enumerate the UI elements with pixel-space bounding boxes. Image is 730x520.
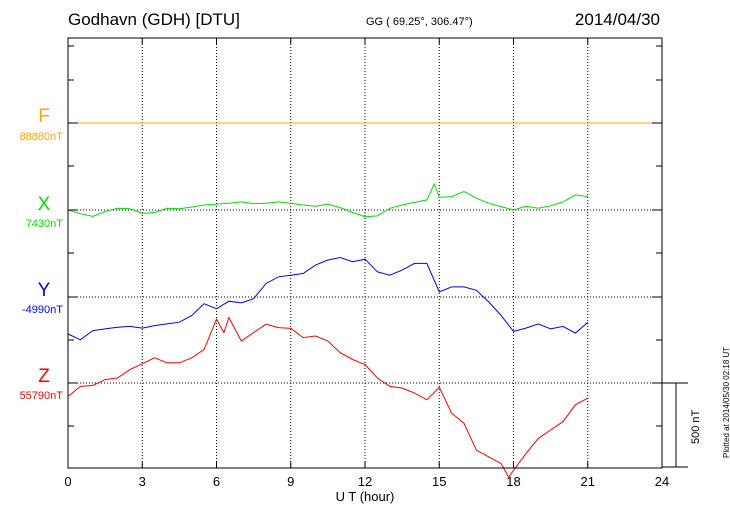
grid-lines	[141, 38, 589, 468]
x-tick-label: 3	[139, 474, 146, 489]
series-line-x	[67, 182, 588, 218]
series-line-y	[67, 256, 589, 341]
x-tick-label: 18	[506, 474, 520, 489]
series-label-y: Y	[37, 280, 51, 301]
scale-bar	[662, 382, 688, 468]
series-label-x: X	[37, 194, 51, 215]
station-title: Godhavn (GDH) [DTU]	[68, 10, 240, 29]
x-tick-label: 6	[213, 474, 220, 489]
plotted-timestamp: Plotted at 2014/05/30 02:18 UT	[722, 346, 730, 458]
series-baseline-x: 7430nT	[25, 218, 63, 230]
plot-date: 2014/04/30	[574, 10, 660, 29]
series-line-z	[67, 316, 589, 479]
series-baseline-z: 55790nT	[19, 390, 63, 402]
x-tick-label: 21	[581, 474, 595, 489]
x-tick-label: 0	[64, 474, 71, 489]
series-label-f: F	[38, 106, 50, 127]
series-baseline-f: 88880nT	[19, 131, 63, 143]
series-label-z: Z	[38, 366, 50, 387]
x-tick-label: 9	[287, 474, 294, 489]
x-axis-label: U T (hour)	[335, 489, 395, 504]
x-tick-label: 15	[432, 474, 446, 489]
plot-frame	[67, 37, 663, 469]
series-lines	[67, 122, 662, 479]
station-coords: GG ( 69.25°, 306.47°)	[366, 16, 473, 28]
x-tick-label: 12	[358, 474, 372, 489]
x-tick-labels: 0 3 6 9 12 15 18 21 24	[64, 474, 669, 489]
series-baseline-y: -4990nT	[22, 304, 63, 316]
x-tick-label: 24	[655, 474, 669, 489]
plot-border	[67, 37, 663, 469]
scale-bar-label: 500 nT	[690, 409, 702, 444]
